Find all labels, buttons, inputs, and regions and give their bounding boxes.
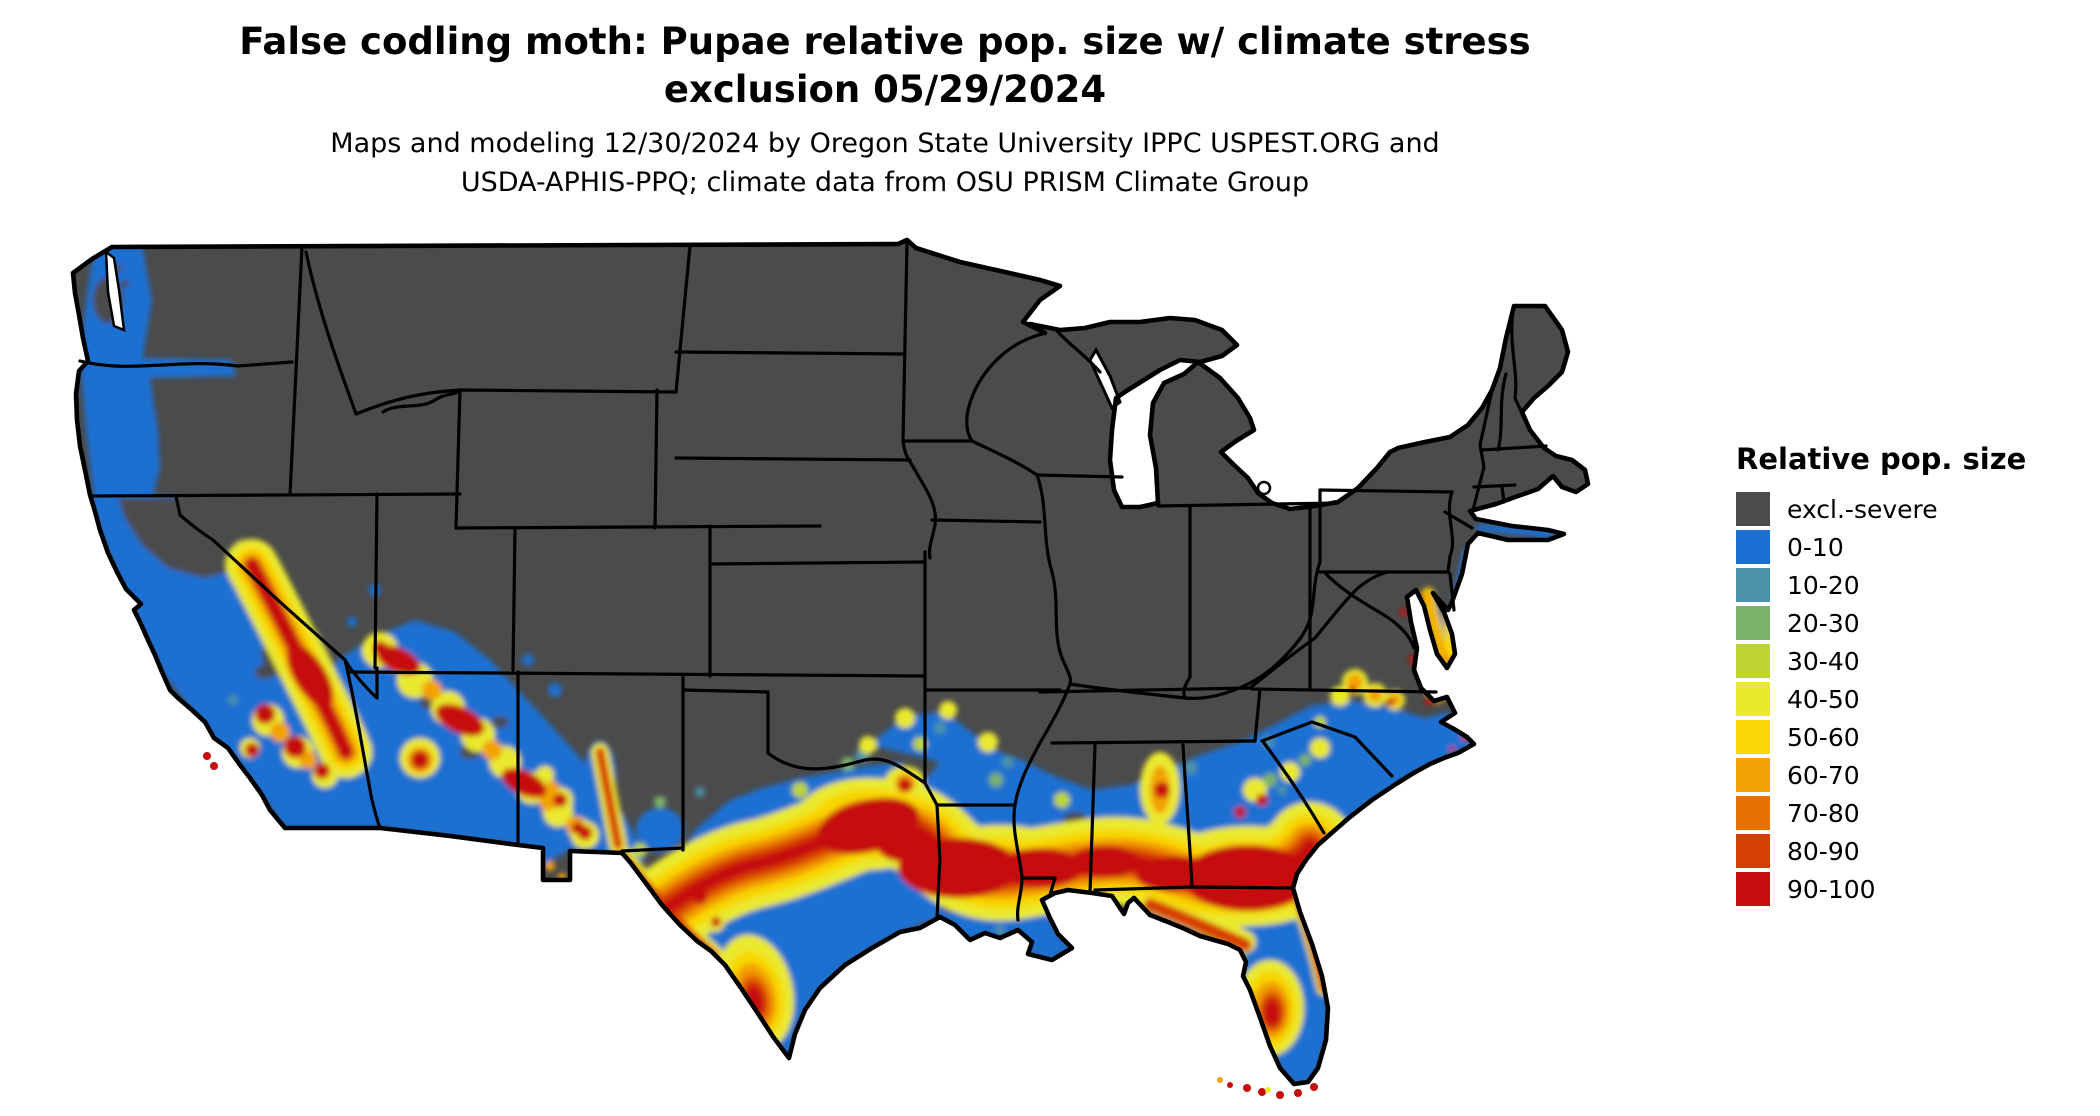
figure-subtitle-line1: Maps and modeling 12/30/2024 by Oregon S… [330,128,1440,159]
legend-swatch [1736,796,1770,830]
figure-subtitle: Maps and modeling 12/30/2024 by Oregon S… [35,124,1735,202]
legend-swatch [1736,492,1770,526]
figure-subtitle-line2: USDA-APHIS-PPQ; climate data from OSU PR… [460,167,1310,198]
figure-title: False codling moth: Pupae relative pop. … [35,18,1735,114]
lake-st-clair [1256,480,1272,496]
legend-swatch [1736,872,1770,906]
legend-item: 50-60 [1736,718,2096,756]
legend-item-label: 50-60 [1787,722,1860,752]
legend-title: Relative pop. size [1736,442,2027,476]
legend-item: 10-20 [1736,566,2096,604]
legend-item: 20-30 [1736,604,2096,642]
legend-swatch [1736,758,1770,792]
legend-item-label: 20-30 [1787,608,1860,638]
legend-swatch [1736,644,1770,678]
puget-sound [104,249,126,332]
legend-swatch [1736,682,1770,716]
legend-item-label: excl.-severe [1787,494,1938,524]
legend-item-label: 30-40 [1787,646,1860,676]
legend-item: 0-10 [1736,528,2096,566]
legend-item: 90-100 [1736,870,2096,908]
legend-swatch [1736,568,1770,602]
legend-swatch [1736,530,1770,564]
legend-item: excl.-severe [1736,490,2096,528]
legend-item-label: 40-50 [1787,684,1860,714]
figure-title-line1: False codling moth: Pupae relative pop. … [239,20,1531,63]
legend-item: 40-50 [1736,680,2096,718]
legend-item: 60-70 [1736,756,2096,794]
legend-swatch [1736,606,1770,640]
legend-swatch [1736,834,1770,868]
legend-item-label: 70-80 [1787,798,1860,828]
legend-item: 80-90 [1736,832,2096,870]
legend-item-label: 90-100 [1787,874,1876,904]
figure-title-line2: exclusion 05/29/2024 [663,68,1107,111]
legend-item-label: 10-20 [1787,570,1860,600]
legend-item: 70-80 [1736,794,2096,832]
legend-item: 30-40 [1736,642,2096,680]
state-borders [78,242,1548,922]
legend-item-label: 60-70 [1787,760,1860,790]
heat-layer-90-100 [244,557,1469,1026]
legend: Relative pop. size excl.-severe 0-10 10-… [1736,442,2096,908]
legend-item-label: 0-10 [1787,532,1844,562]
legend-swatch [1736,720,1770,754]
legend-item-label: 80-90 [1787,836,1860,866]
map-islands [203,752,1318,1099]
